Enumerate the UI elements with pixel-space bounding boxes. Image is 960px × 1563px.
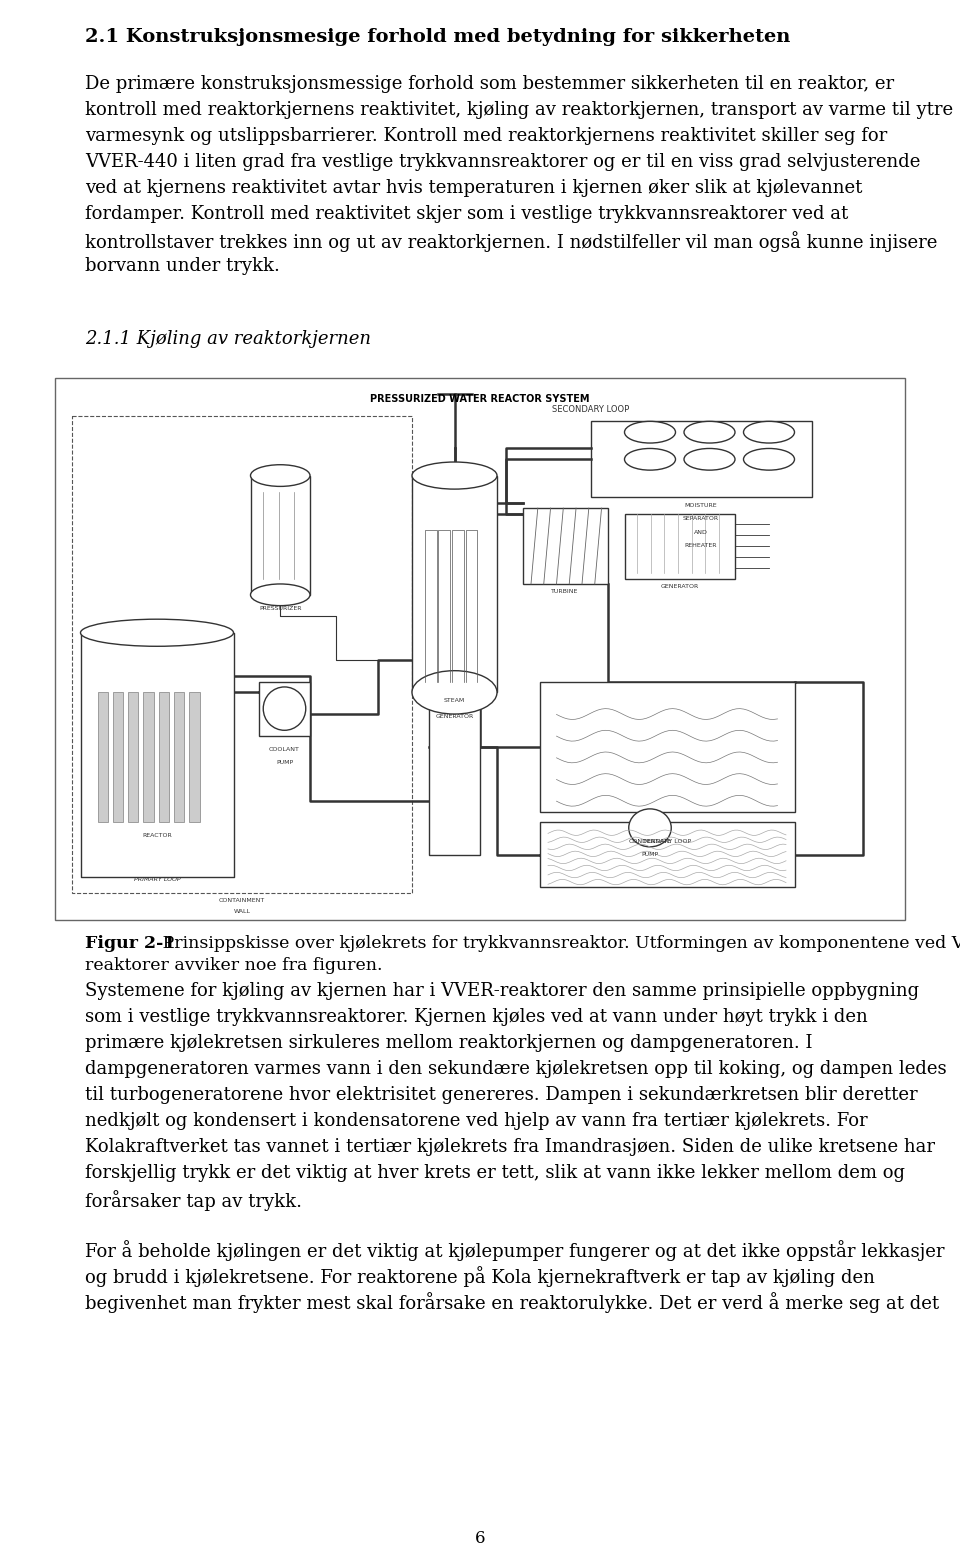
Text: som i vestlige trykkvannsreaktorer. Kjernen kjøles ved at vann under høyt trykk : som i vestlige trykkvannsreaktorer. Kjer… bbox=[85, 1008, 868, 1025]
Text: REHEATER: REHEATER bbox=[684, 544, 717, 549]
Ellipse shape bbox=[625, 449, 676, 470]
Text: MOISTURE: MOISTURE bbox=[684, 503, 717, 508]
Text: forskjellig trykk er det viktig at hver krets er tett, slik at vann ikke lekker : forskjellig trykk er det viktig at hver … bbox=[85, 1164, 905, 1182]
Ellipse shape bbox=[251, 585, 310, 605]
Text: varmesynk og utslippsbarrierer. Kontroll med reaktorkjernens reaktivitet skiller: varmesynk og utslippsbarrierer. Kontroll… bbox=[85, 127, 887, 145]
Text: dampgeneratoren varmes vann i den sekundære kjølekretsen opp til koking, og damp: dampgeneratoren varmes vann i den sekund… bbox=[85, 1060, 947, 1078]
Text: GENERATOR: GENERATOR bbox=[436, 714, 473, 719]
Text: ved at kjernens reaktivitet avtar hvis temperaturen i kjernen øker slik at kjøle: ved at kjernens reaktivitet avtar hvis t… bbox=[85, 180, 862, 197]
Bar bbox=[540, 822, 795, 888]
Bar bbox=[189, 692, 200, 822]
Text: PRESSURIZER: PRESSURIZER bbox=[259, 605, 301, 611]
Text: For å beholde kjølingen er det viktig at kjølepumper fungerer og at det ikke opp: For å beholde kjølingen er det viktig at… bbox=[85, 1239, 945, 1261]
Bar bbox=[72, 416, 412, 892]
Bar bbox=[412, 475, 497, 692]
Text: CONTAINMENT: CONTAINMENT bbox=[219, 899, 265, 903]
Text: TERTIARY LOOP: TERTIARY LOOP bbox=[643, 839, 691, 844]
Ellipse shape bbox=[412, 463, 497, 489]
Text: og brudd i kjølekretsene. For reaktorene på Kola kjernekraftverk er tap av kjøli: og brudd i kjølekretsene. For reaktorene… bbox=[85, 1266, 875, 1286]
Text: begivenhet man frykter mest skal forårsake en reaktorulykke. Det er verd å merke: begivenhet man frykter mest skal forårsa… bbox=[85, 1293, 939, 1313]
Text: borvann under trykk.: borvann under trykk. bbox=[85, 256, 280, 275]
Ellipse shape bbox=[412, 671, 497, 714]
Ellipse shape bbox=[684, 422, 735, 442]
Bar bbox=[98, 692, 108, 822]
Text: PRESSURIZED WATER REACTOR SYSTEM: PRESSURIZED WATER REACTOR SYSTEM bbox=[371, 394, 589, 405]
Text: Systemene for kjøling av kjernen har i VVER-reaktorer den samme prinsipielle opp: Systemene for kjøling av kjernen har i V… bbox=[85, 982, 919, 1000]
Ellipse shape bbox=[629, 810, 671, 847]
Ellipse shape bbox=[743, 422, 795, 442]
Text: forårsaker tap av trykk.: forårsaker tap av trykk. bbox=[85, 1189, 302, 1211]
Text: CONDENSATE: CONDENSATE bbox=[629, 839, 672, 844]
Text: 2.1 Konstruksjonsmesige forhold med betydning for sikkerheten: 2.1 Konstruksjonsmesige forhold med bety… bbox=[85, 28, 790, 45]
Bar bbox=[174, 692, 184, 822]
Bar bbox=[55, 378, 905, 921]
Bar bbox=[113, 692, 123, 822]
Ellipse shape bbox=[81, 619, 233, 646]
Ellipse shape bbox=[251, 464, 310, 486]
Text: til turbogeneratorene hvor elektrisitet genereres. Dampen i sekundærkretsen blir: til turbogeneratorene hvor elektrisitet … bbox=[85, 1086, 918, 1103]
Bar bbox=[540, 681, 795, 811]
Text: GENERATOR: GENERATOR bbox=[660, 585, 699, 589]
Text: Figur 2-1: Figur 2-1 bbox=[85, 935, 176, 952]
Text: kontroll med reaktorkjernens reaktivitet, kjøling av reaktorkjernen, transport a: kontroll med reaktorkjernens reaktivitet… bbox=[85, 102, 953, 119]
Text: REACTOR: REACTOR bbox=[142, 833, 172, 838]
Bar bbox=[259, 681, 310, 736]
Bar bbox=[625, 514, 735, 578]
Bar bbox=[522, 508, 608, 585]
Ellipse shape bbox=[743, 449, 795, 470]
Text: fordamper. Kontroll med reaktivitet skjer som i vestlige trykkvannsreaktorer ved: fordamper. Kontroll med reaktivitet skje… bbox=[85, 205, 849, 224]
Text: COOLANT: COOLANT bbox=[269, 747, 300, 752]
Bar bbox=[143, 692, 154, 822]
Text: TURBINE: TURBINE bbox=[551, 589, 579, 594]
Ellipse shape bbox=[263, 688, 305, 730]
Text: PUMP: PUMP bbox=[641, 852, 659, 857]
Text: reaktorer avviker noe fra figuren.: reaktorer avviker noe fra figuren. bbox=[85, 957, 382, 974]
Text: Prinsippskisse over kjølekrets for trykkvannsreaktor. Utformingen av komponenten: Prinsippskisse over kjølekrets for trykk… bbox=[157, 935, 960, 952]
Text: nedkjølt og kondensert i kondensatorene ved hjelp av vann fra tertiær kjølekrets: nedkjølt og kondensert i kondensatorene … bbox=[85, 1111, 868, 1130]
Ellipse shape bbox=[684, 449, 735, 470]
Ellipse shape bbox=[625, 422, 676, 442]
Bar bbox=[429, 681, 480, 855]
Text: De primære konstruksjonsmessige forhold som bestemmer sikkerheten til en reaktor: De primære konstruksjonsmessige forhold … bbox=[85, 75, 894, 94]
Text: primære kjølekretsen sirkuleres mellom reaktorkjernen og dampgeneratoren. I: primære kjølekretsen sirkuleres mellom r… bbox=[85, 1035, 812, 1052]
Text: STEAM: STEAM bbox=[444, 697, 466, 703]
Text: SEPARATOR: SEPARATOR bbox=[683, 516, 719, 520]
Text: PUMP: PUMP bbox=[276, 760, 293, 766]
Text: PRIMARY LOOP: PRIMARY LOOP bbox=[133, 877, 180, 882]
Text: 2.1.1 Kjøling av reaktorkjernen: 2.1.1 Kjøling av reaktorkjernen bbox=[85, 330, 371, 349]
Bar bbox=[128, 692, 138, 822]
Text: 6: 6 bbox=[475, 1530, 485, 1547]
Bar bbox=[251, 475, 310, 596]
Text: AND: AND bbox=[694, 530, 708, 535]
Text: SECONDARY LOOP: SECONDARY LOOP bbox=[552, 405, 629, 414]
Text: VVER-440 i liten grad fra vestlige trykkvannsreaktorer og er til en viss grad se: VVER-440 i liten grad fra vestlige trykk… bbox=[85, 153, 921, 170]
Bar bbox=[590, 422, 811, 497]
Text: WALL: WALL bbox=[233, 910, 251, 914]
Text: kontrollstaver trekkes inn og ut av reaktorkjernen. I nødstilfeller vil man også: kontrollstaver trekkes inn og ut av reak… bbox=[85, 231, 937, 252]
Text: Kolakraftverket tas vannet i tertiær kjølekrets fra Imandrasjøen. Siden de ulike: Kolakraftverket tas vannet i tertiær kjø… bbox=[85, 1138, 935, 1157]
Bar bbox=[158, 692, 169, 822]
Bar bbox=[81, 633, 233, 877]
